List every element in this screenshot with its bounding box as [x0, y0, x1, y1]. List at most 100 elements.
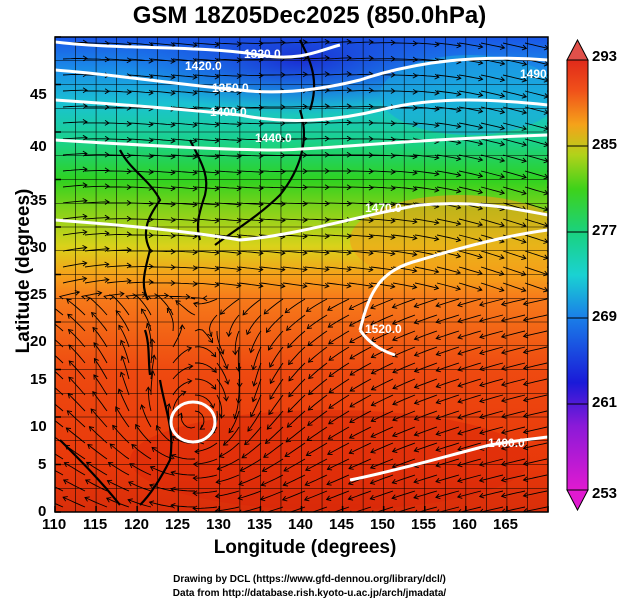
streamline: [194, 90, 219, 94]
streamline-arrowhead: [327, 449, 333, 456]
streamline: [414, 266, 439, 273]
streamline: [392, 362, 416, 373]
streamline-arrowhead: [170, 74, 176, 80]
streamline-arrowhead: [104, 183, 110, 190]
streamline: [136, 295, 152, 316]
streamline: [216, 362, 229, 385]
colorbar-min-arrow: [566, 489, 589, 512]
streamline-arrowhead: [192, 249, 198, 256]
streamline: [172, 234, 197, 238]
streamline-arrowhead: [302, 249, 308, 256]
colorbar-label: 261: [592, 394, 618, 411]
x-tick-label: 135: [247, 516, 273, 533]
streamline-arrowhead: [521, 93, 528, 99]
contour-label: 1520.0: [365, 322, 402, 336]
streamline-arrowhead: [477, 204, 484, 211]
streamline: [150, 58, 175, 62]
streamline: [435, 442, 460, 451]
streamline: [326, 234, 352, 237]
streamline-arrowhead: [543, 93, 548, 99]
streamline: [479, 314, 504, 322]
streamline-arrowhead: [499, 44, 506, 50]
streamline: [55, 403, 64, 412]
streamline: [370, 202, 395, 206]
streamline: [307, 410, 328, 426]
wind-streamlines: [55, 38, 548, 512]
streamline: [68, 344, 86, 364]
streamline: [308, 394, 328, 411]
streamline: [252, 346, 262, 370]
streamline: [479, 410, 504, 418]
streamline: [216, 154, 242, 157]
streamline: [150, 122, 175, 126]
streamline: [216, 378, 227, 401]
streamline: [263, 442, 284, 458]
streamline: [146, 323, 152, 348]
streamline: [128, 138, 153, 142]
streamline: [479, 298, 504, 306]
streamline: [414, 282, 439, 289]
colorbar-max-arrow: [566, 38, 589, 61]
streamline: [115, 310, 130, 332]
streamline-arrowhead: [164, 292, 170, 299]
streamline: [370, 282, 395, 288]
streamline: [194, 410, 205, 430]
streamline: [524, 202, 548, 211]
streamline-arrowhead: [214, 493, 221, 499]
streamline-arrowhead: [65, 427, 72, 433]
streamline-arrowhead: [499, 60, 506, 67]
streamline-arrowhead: [280, 168, 286, 175]
streamline: [349, 298, 372, 310]
streamline-arrowhead: [97, 290, 103, 297]
streamline: [414, 58, 439, 62]
streamline-arrowhead: [455, 236, 462, 243]
streamline-arrowhead: [370, 416, 377, 423]
streamline: [546, 42, 548, 44]
streamline-arrowhead: [500, 300, 507, 307]
streamline-arrowhead: [149, 370, 156, 376]
streamline-arrowhead: [170, 201, 176, 208]
streamline-arrowhead: [500, 476, 507, 483]
streamline-arrowhead: [368, 266, 374, 273]
streamline-arrowhead: [154, 293, 160, 299]
streamline: [304, 490, 328, 501]
streamline-arrowhead: [477, 221, 484, 227]
streamline-arrowhead: [214, 105, 220, 112]
streamline: [150, 90, 175, 94]
streamline-arrowhead: [456, 123, 462, 129]
streamline-arrowhead: [456, 42, 462, 49]
streamline-arrowhead: [433, 284, 440, 291]
streamline-arrowhead: [522, 412, 529, 419]
streamline: [172, 58, 197, 62]
streamline-arrowhead: [391, 463, 398, 469]
streamline: [458, 250, 483, 258]
streamline: [172, 202, 197, 206]
streamline: [90, 408, 108, 428]
streamline: [150, 154, 175, 158]
streamline: [128, 154, 154, 157]
streamline-arrowhead: [500, 508, 506, 512]
streamline: [523, 410, 548, 417]
streamline: [371, 410, 394, 422]
streamline: [172, 380, 192, 396]
streamline-arrowhead: [327, 322, 334, 328]
streamline: [215, 490, 240, 497]
streamline: [502, 266, 526, 276]
streamline-arrowhead: [521, 44, 528, 51]
streamline-arrowhead: [251, 364, 257, 371]
streamline-arrowhead: [368, 282, 374, 289]
streamline: [304, 41, 330, 44]
streamline-arrowhead: [521, 157, 527, 164]
streamline-arrowhead: [82, 103, 88, 109]
streamline-arrowhead: [521, 286, 527, 293]
x-tick-label: 125: [165, 516, 191, 533]
streamline: [55, 370, 64, 380]
streamline: [223, 426, 240, 446]
streamline-arrowhead: [236, 153, 242, 160]
streamline: [228, 314, 240, 337]
streamline-arrowhead: [214, 89, 220, 96]
contour-label: 1440.0: [255, 131, 292, 145]
streamline: [414, 218, 439, 224]
streamline-arrowhead: [87, 443, 93, 450]
streamline: [392, 410, 416, 421]
